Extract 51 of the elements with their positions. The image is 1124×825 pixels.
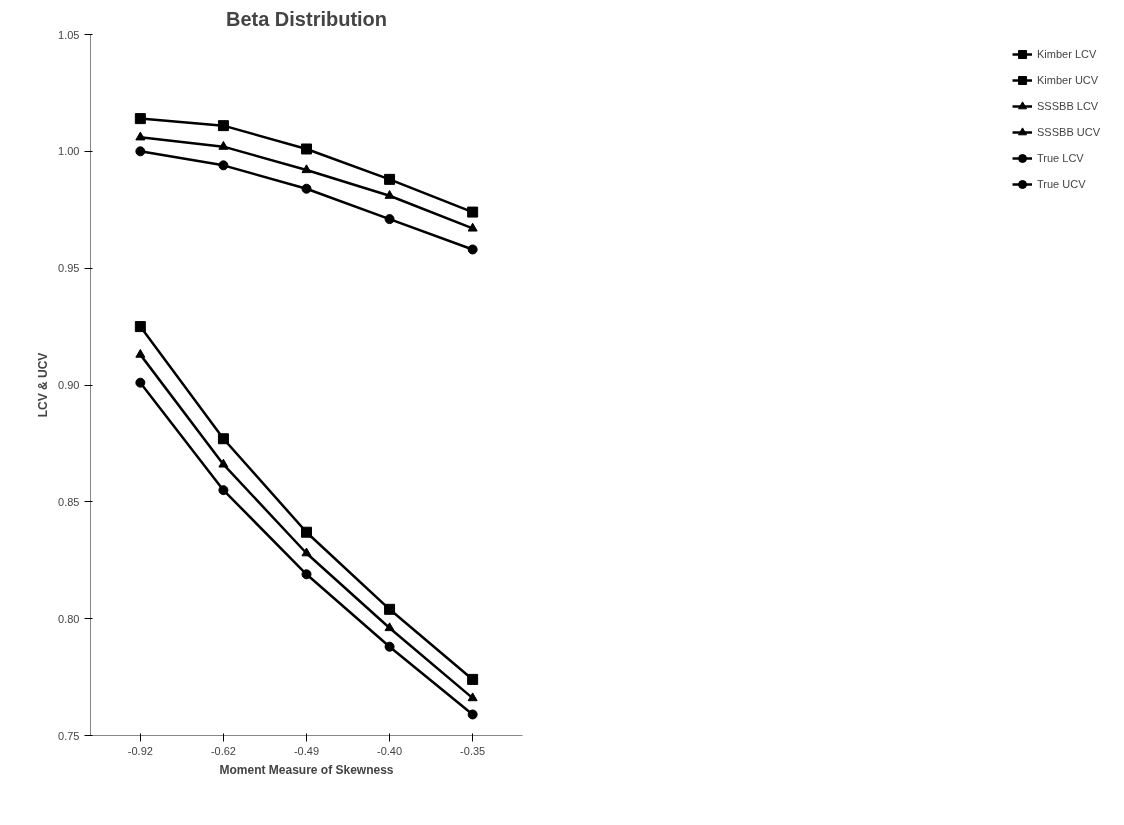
- point: [467, 206, 479, 218]
- x-axis-title: Moment Measure of Skewness: [219, 762, 394, 777]
- point: [301, 183, 312, 194]
- y-tick-label: 1.00: [58, 145, 80, 158]
- point: [467, 709, 478, 720]
- legend-label: Kimber UCV: [1037, 74, 1099, 86]
- point: [467, 673, 479, 685]
- legend-label: SSSBB UCV: [1037, 126, 1100, 138]
- x-tick-label: -0.92: [127, 744, 153, 757]
- legend-label: SSSBB LCV: [1037, 100, 1099, 112]
- x-tick-label: -0.40: [377, 744, 403, 757]
- legend-label: True UCV: [1037, 178, 1086, 190]
- point: [218, 160, 229, 171]
- point: [301, 164, 312, 174]
- point: [135, 348, 146, 358]
- point: [384, 641, 395, 652]
- point: [301, 526, 312, 538]
- y-tick-label: 0.75: [58, 729, 80, 742]
- legend-label: Kimber LCV: [1037, 48, 1097, 60]
- point: [218, 485, 229, 496]
- y-tick-label: 0.80: [58, 612, 80, 625]
- y-axis-title: LCV & UCV: [36, 352, 51, 418]
- point: [135, 131, 146, 141]
- legend-label: True LCV: [1037, 152, 1084, 164]
- point: [384, 603, 396, 615]
- point: [467, 692, 478, 702]
- x-tick-label: -0.35: [460, 744, 486, 757]
- point: [467, 222, 478, 232]
- y-tick-label: 0.85: [58, 495, 80, 508]
- point: [384, 190, 395, 199]
- point: [217, 433, 229, 445]
- y-tick-label: 0.90: [58, 379, 80, 391]
- point: [218, 140, 229, 150]
- point: [384, 173, 396, 185]
- x-tick-label: -0.62: [210, 744, 236, 757]
- point: [217, 120, 229, 132]
- chart-title: Beta Distribution: [225, 7, 388, 30]
- point: [301, 143, 312, 155]
- y-tick-label: 0.95: [58, 262, 80, 275]
- point: [218, 458, 229, 468]
- point: [135, 146, 146, 157]
- point: [384, 214, 395, 225]
- point: [301, 547, 312, 557]
- point: [134, 321, 146, 333]
- point: [384, 622, 395, 632]
- point: [135, 377, 146, 388]
- point: [301, 569, 312, 580]
- point: [467, 244, 478, 255]
- y-tick-label: 1.05: [58, 28, 80, 41]
- point: [134, 113, 146, 125]
- x-tick-label: -0.49: [293, 744, 320, 757]
